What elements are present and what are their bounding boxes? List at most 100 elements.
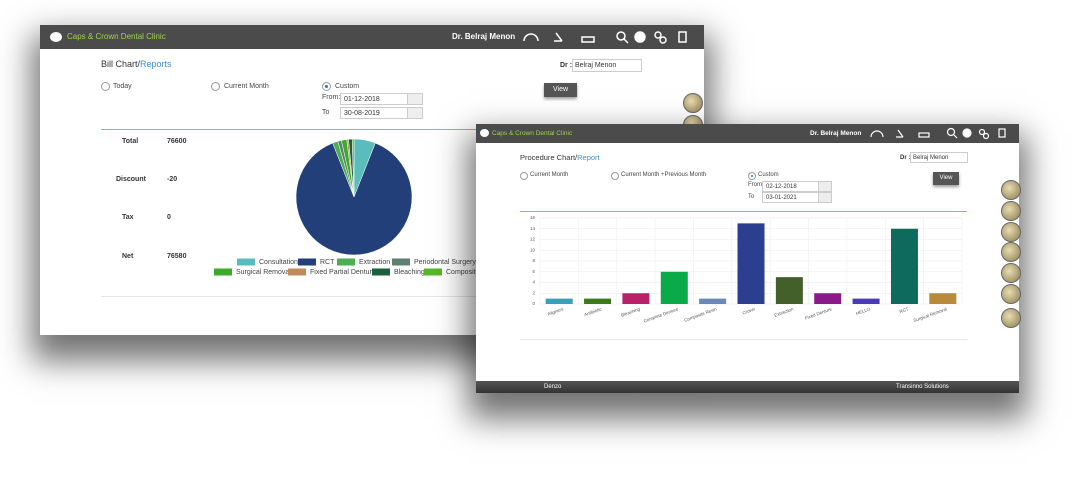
header: Caps & Crown Dental Clinic Dr. Belraj Me… [476, 124, 1019, 143]
calendar-icon[interactable] [407, 94, 422, 104]
doctor-select[interactable]: Belraj Menon [910, 152, 968, 163]
radio-label: Current Month [530, 172, 569, 178]
y-tick-label: 14 [530, 226, 536, 231]
to-label: To [322, 109, 330, 116]
radio[interactable] [322, 82, 331, 91]
calendar-icon[interactable] [407, 108, 422, 118]
summary-label: Discount [116, 176, 146, 183]
bar [660, 271, 688, 304]
footer: Denzo Transinno Solutions [476, 381, 1019, 393]
from-input[interactable]: 01-12-2018 [340, 93, 423, 105]
footer-left: Denzo [544, 384, 562, 390]
legend-swatch [372, 268, 390, 276]
legend-label: Composit F [446, 269, 482, 276]
procedure-window: Caps & Crown Dental Clinic Dr. Belraj Me… [476, 124, 1021, 393]
doctor-label: Dr : [560, 62, 573, 69]
x-tick-label: Aligners [547, 306, 565, 317]
doctor-select[interactable]: Belraj Menon [572, 59, 642, 72]
view-button[interactable]: View [544, 83, 577, 97]
x-tick-label: Complete Denture [643, 306, 679, 323]
doctor-label: Dr : [900, 155, 911, 161]
bar [584, 298, 612, 304]
title-link[interactable]: Report [577, 153, 600, 162]
header: Caps & Crown Dental Clinic Dr. Belraj Me… [40, 25, 704, 49]
y-tick-label: 10 [530, 247, 536, 252]
radio[interactable] [748, 172, 756, 180]
side-icon[interactable] [1001, 284, 1021, 304]
bar [699, 298, 727, 304]
x-tick-label: Composite Resin [683, 306, 717, 323]
header-icons[interactable] [868, 127, 1018, 140]
from-label: From: [748, 182, 764, 188]
title-text: Procedure Chart/ [520, 153, 578, 162]
radio-label: Current Month [224, 83, 269, 90]
divider [101, 129, 704, 130]
bar-chart: 0 2 4 6 8 10 12 14 16 Aligners Antibiotic Bleaching… [530, 215, 963, 324]
calendar-icon[interactable] [818, 182, 831, 191]
to-label: To [748, 194, 755, 200]
user-name[interactable]: Dr. Belraj Menon [452, 32, 516, 41]
x-tick-label: RCT [899, 306, 910, 314]
legend-label: Consultation [259, 259, 298, 266]
doctor-value: Belraj Menon [913, 155, 949, 161]
bar [890, 228, 918, 304]
legend-swatch [288, 268, 306, 276]
summary-value: -20 [167, 176, 178, 183]
radio[interactable] [611, 172, 619, 180]
x-tick-label: Bleaching [620, 306, 641, 318]
to-input[interactable]: 30-08-2019 [340, 107, 423, 119]
radio[interactable] [211, 82, 220, 91]
summary-value: 76600 [167, 138, 187, 145]
side-icon[interactable] [1001, 242, 1021, 262]
radio[interactable] [101, 82, 110, 91]
doctor-value: Belraj Menon [575, 62, 617, 69]
y-tick-label: 4 [532, 280, 535, 285]
legend-label: Bleaching [394, 269, 425, 276]
title-text: Bill Chart/ [101, 59, 141, 69]
summary-label: Total [122, 138, 139, 145]
bar [929, 293, 957, 304]
x-tick-label: HELLO [855, 306, 871, 316]
x-tick-label: Surgical Removal [913, 306, 948, 323]
y-tick-label: 0 [532, 301, 535, 306]
from-value: 02-12-2018 [766, 184, 797, 190]
from-input[interactable]: 02-12-2018 [762, 181, 832, 192]
user-name[interactable]: Dr. Belraj Menon [810, 130, 862, 137]
legend-swatch [424, 268, 442, 276]
x-tick-label: Fixed Denture [804, 306, 833, 321]
y-tick-label: 12 [530, 237, 536, 242]
to-input[interactable]: 03-01-2021 [762, 192, 832, 203]
legend-label: Periodontal Surgery [414, 259, 476, 266]
summary-label: Tax [122, 214, 134, 221]
side-icon[interactable] [683, 93, 703, 113]
divider [520, 211, 967, 212]
radio[interactable] [520, 172, 528, 180]
divider [101, 296, 704, 297]
side-icon[interactable] [1001, 180, 1021, 200]
radio-label: Custom [758, 172, 779, 178]
side-icon[interactable] [1001, 201, 1021, 221]
legend-swatch [237, 258, 255, 266]
legend-label: Extraction [359, 259, 390, 266]
legend-swatch [392, 258, 410, 266]
logo [50, 32, 62, 42]
view-button[interactable]: View [933, 172, 959, 185]
clinic-name: Caps & Crown Dental Clinic [492, 130, 573, 137]
x-tick-label: Antibiotic [583, 306, 603, 317]
bar [775, 277, 803, 304]
title-link[interactable]: Reports [140, 59, 172, 69]
bar [737, 223, 765, 304]
radio-label: Today [113, 83, 132, 90]
calendar-icon[interactable] [818, 193, 831, 202]
to-value: 03-01-2021 [766, 195, 797, 201]
y-tick-label: 6 [532, 269, 535, 274]
legend-swatch [214, 268, 232, 276]
side-icon[interactable] [1001, 308, 1021, 328]
bar [622, 293, 650, 304]
side-icon[interactable] [1001, 263, 1021, 283]
pie-chart: Consultation RCT Extraction Periodontal Sur… [214, 138, 482, 276]
bar [852, 298, 880, 304]
from-label: From: [322, 94, 341, 101]
side-icon[interactable] [1001, 222, 1021, 242]
header-icons[interactable] [520, 29, 700, 45]
